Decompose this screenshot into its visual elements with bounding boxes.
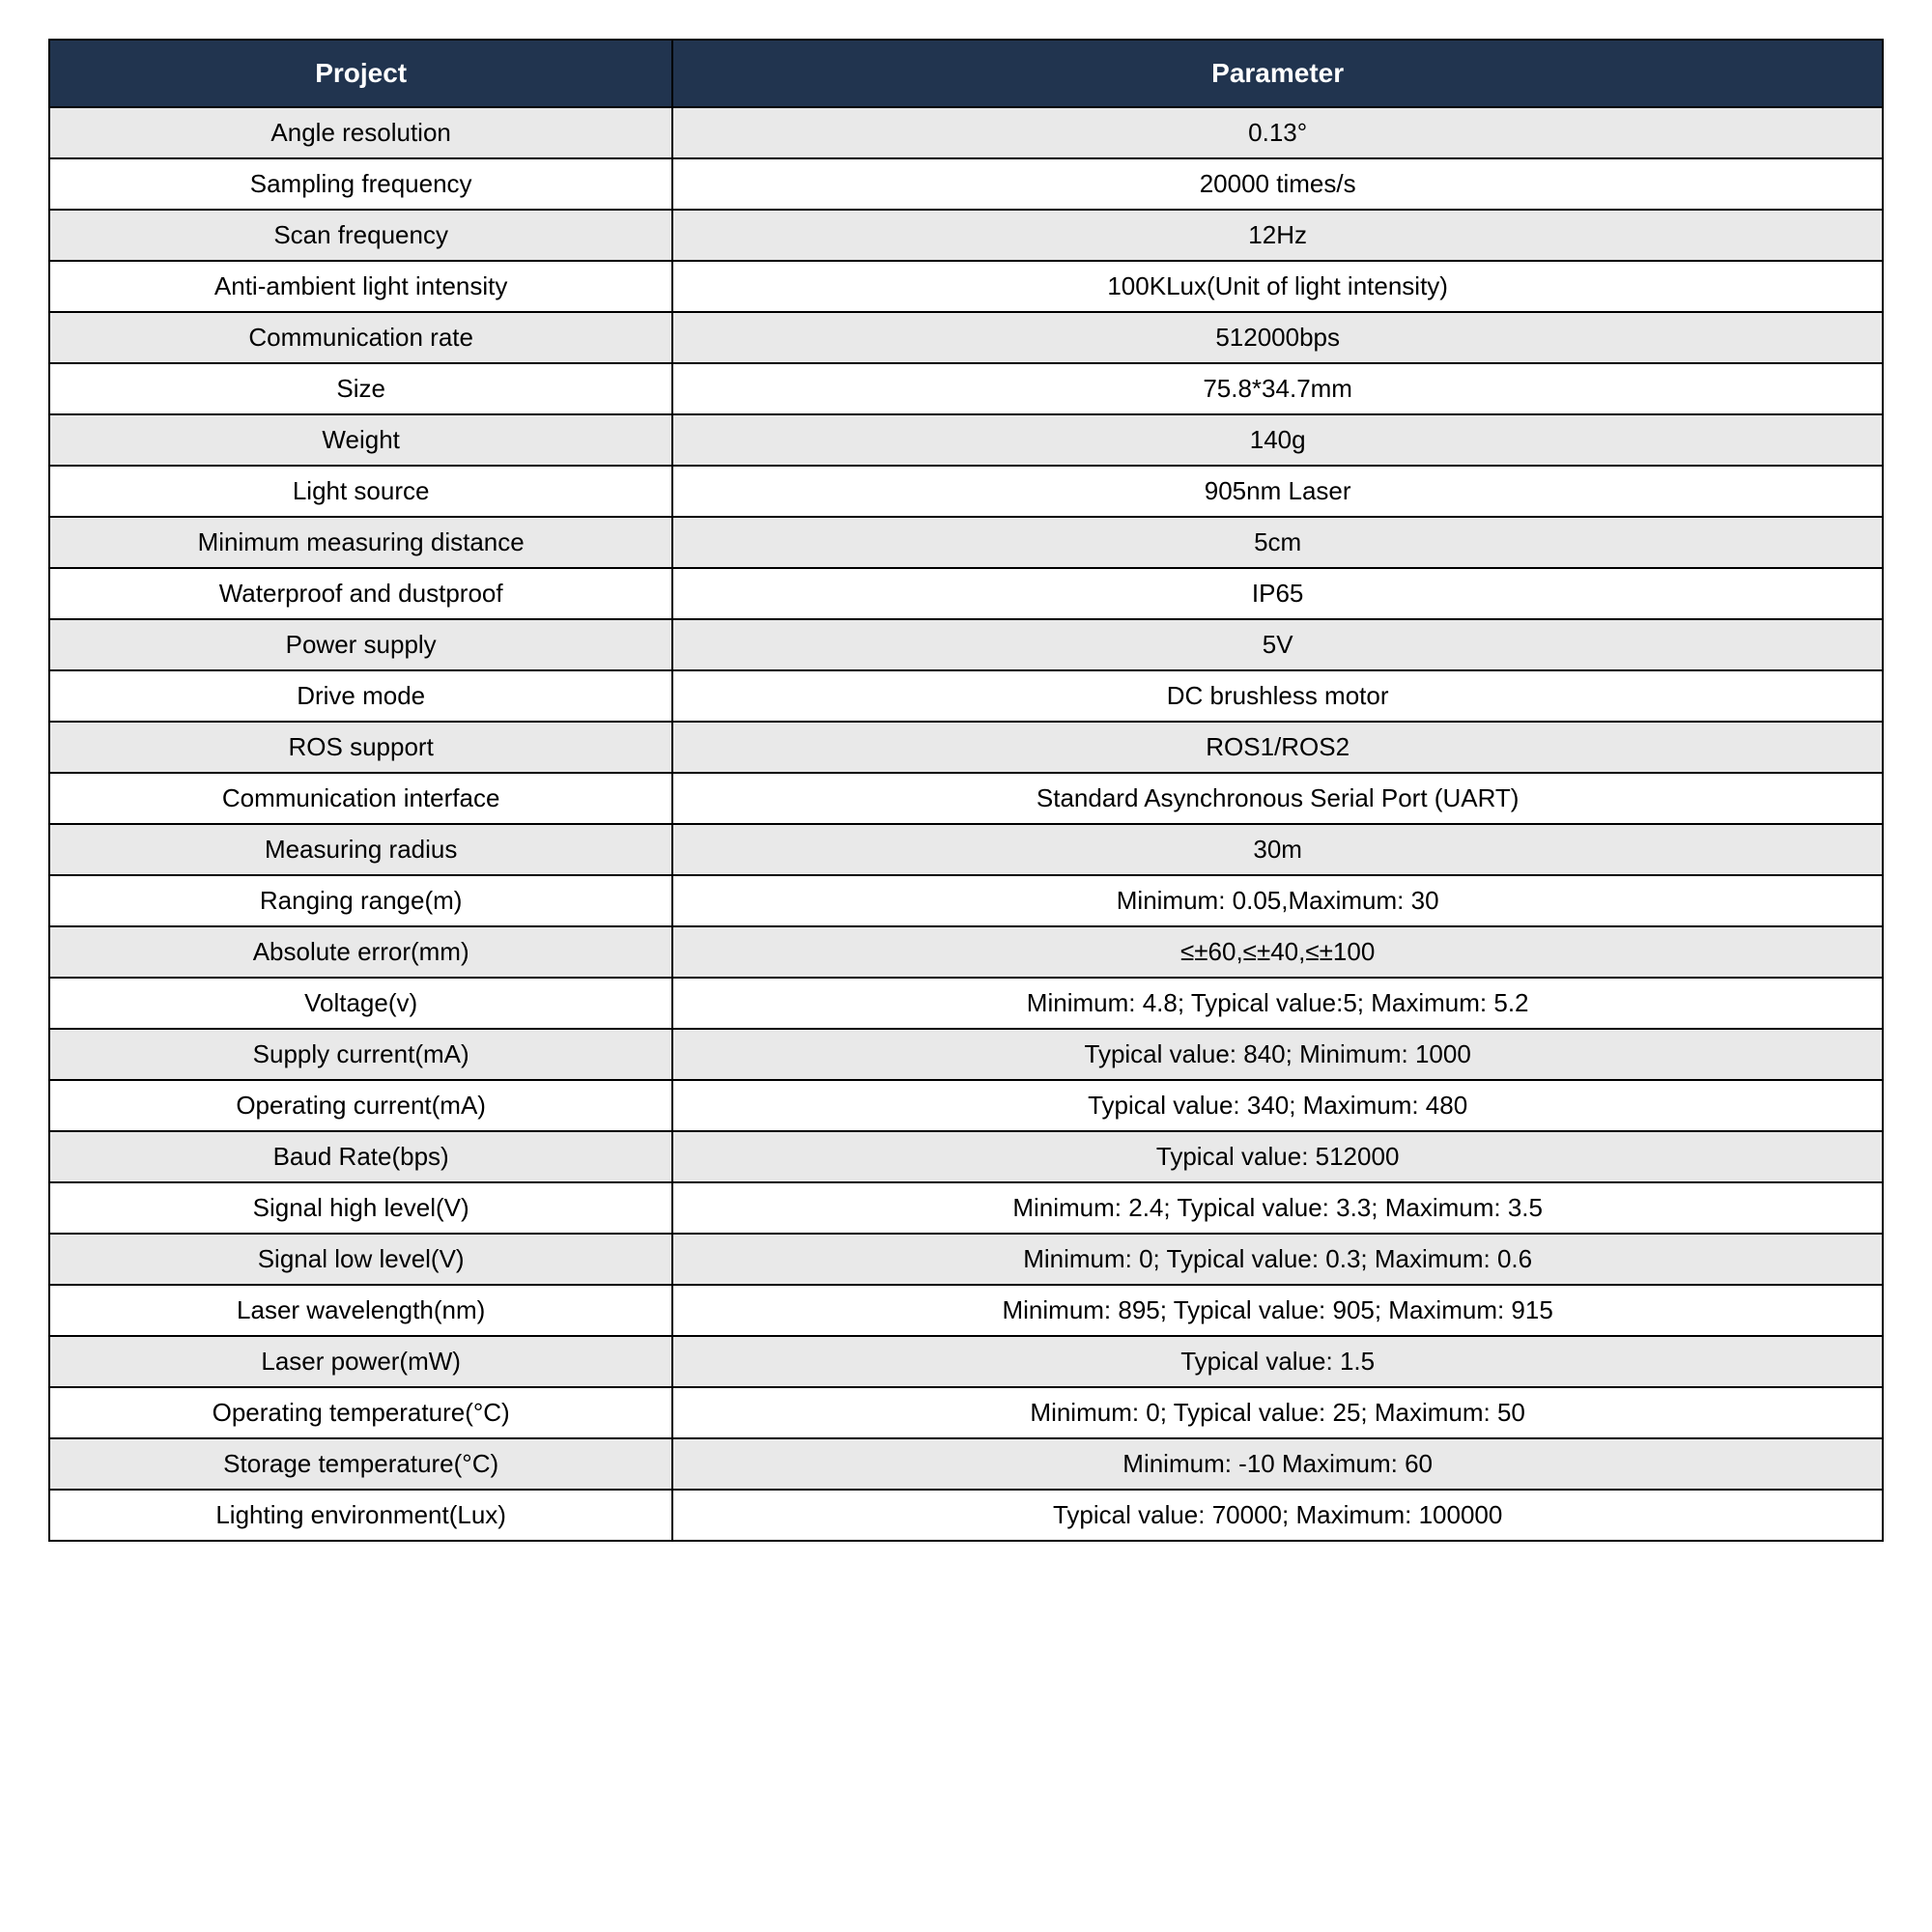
cell-parameter: Minimum: 2.4; Typical value: 3.3; Maximu…	[672, 1182, 1883, 1234]
cell-parameter: Typical value: 340; Maximum: 480	[672, 1080, 1883, 1131]
cell-project: Light source	[49, 466, 672, 517]
cell-parameter: Minimum: 0.05,Maximum: 30	[672, 875, 1883, 926]
cell-parameter: Minimum: -10 Maximum: 60	[672, 1438, 1883, 1490]
table-row: Operating temperature(°C)Minimum: 0; Typ…	[49, 1387, 1883, 1438]
header-parameter: Parameter	[672, 40, 1883, 107]
cell-parameter: DC brushless motor	[672, 670, 1883, 722]
cell-project: Sampling frequency	[49, 158, 672, 210]
table-row: Waterproof and dustproofIP65	[49, 568, 1883, 619]
cell-parameter: 5cm	[672, 517, 1883, 568]
cell-project: Operating temperature(°C)	[49, 1387, 672, 1438]
table-row: Minimum measuring distance5cm	[49, 517, 1883, 568]
table-row: Scan frequency12Hz	[49, 210, 1883, 261]
cell-parameter: ROS1/ROS2	[672, 722, 1883, 773]
table-body: Angle resolution0.13°Sampling frequency2…	[49, 107, 1883, 1541]
cell-project: Supply current(mA)	[49, 1029, 672, 1080]
table-row: Anti-ambient light intensity100KLux(Unit…	[49, 261, 1883, 312]
table-row: Light source905nm Laser	[49, 466, 1883, 517]
table-row: Operating current(mA)Typical value: 340;…	[49, 1080, 1883, 1131]
table-row: Signal low level(V)Minimum: 0; Typical v…	[49, 1234, 1883, 1285]
cell-project: Signal low level(V)	[49, 1234, 672, 1285]
cell-project: Laser wavelength(nm)	[49, 1285, 672, 1336]
cell-parameter: Typical value: 70000; Maximum: 100000	[672, 1490, 1883, 1541]
table-row: Voltage(v)Minimum: 4.8; Typical value:5;…	[49, 978, 1883, 1029]
cell-parameter: 140g	[672, 414, 1883, 466]
cell-project: Ranging range(m)	[49, 875, 672, 926]
table-row: Storage temperature(°C)Minimum: -10 Maxi…	[49, 1438, 1883, 1490]
cell-project: Drive mode	[49, 670, 672, 722]
cell-project: Signal high level(V)	[49, 1182, 672, 1234]
spec-table: Project Parameter Angle resolution0.13°S…	[48, 39, 1884, 1542]
cell-project: Lighting environment(Lux)	[49, 1490, 672, 1541]
cell-project: ROS support	[49, 722, 672, 773]
table-row: Ranging range(m)Minimum: 0.05,Maximum: 3…	[49, 875, 1883, 926]
cell-project: Laser power(mW)	[49, 1336, 672, 1387]
cell-parameter: Minimum: 0; Typical value: 25; Maximum: …	[672, 1387, 1883, 1438]
table-row: Communication interfaceStandard Asynchro…	[49, 773, 1883, 824]
table-row: Weight140g	[49, 414, 1883, 466]
cell-parameter: Minimum: 4.8; Typical value:5; Maximum: …	[672, 978, 1883, 1029]
cell-parameter: 12Hz	[672, 210, 1883, 261]
cell-project: Storage temperature(°C)	[49, 1438, 672, 1490]
cell-project: Absolute error(mm)	[49, 926, 672, 978]
cell-parameter: 100KLux(Unit of light intensity)	[672, 261, 1883, 312]
cell-parameter: 512000bps	[672, 312, 1883, 363]
table-row: Laser wavelength(nm)Minimum: 895; Typica…	[49, 1285, 1883, 1336]
cell-project: Waterproof and dustproof	[49, 568, 672, 619]
table-row: Measuring radius30m	[49, 824, 1883, 875]
header-project: Project	[49, 40, 672, 107]
table-row: Laser power(mW)Typical value: 1.5	[49, 1336, 1883, 1387]
cell-project: Communication rate	[49, 312, 672, 363]
cell-parameter: Typical value: 840; Minimum: 1000	[672, 1029, 1883, 1080]
cell-project: Measuring radius	[49, 824, 672, 875]
cell-project: Size	[49, 363, 672, 414]
cell-parameter: Minimum: 895; Typical value: 905; Maximu…	[672, 1285, 1883, 1336]
cell-parameter: 5V	[672, 619, 1883, 670]
cell-parameter: IP65	[672, 568, 1883, 619]
cell-parameter: Typical value: 1.5	[672, 1336, 1883, 1387]
cell-parameter: Typical value: 512000	[672, 1131, 1883, 1182]
cell-project: Baud Rate(bps)	[49, 1131, 672, 1182]
table-row: Sampling frequency20000 times/s	[49, 158, 1883, 210]
cell-parameter: 75.8*34.7mm	[672, 363, 1883, 414]
cell-parameter: ≤±60,≤±40,≤±100	[672, 926, 1883, 978]
table-row: Lighting environment(Lux)Typical value: …	[49, 1490, 1883, 1541]
cell-project: Scan frequency	[49, 210, 672, 261]
cell-project: Angle resolution	[49, 107, 672, 158]
table-row: Communication rate512000bps	[49, 312, 1883, 363]
table-row: Signal high level(V)Minimum: 2.4; Typica…	[49, 1182, 1883, 1234]
table-row: Absolute error(mm)≤±60,≤±40,≤±100	[49, 926, 1883, 978]
cell-parameter: 0.13°	[672, 107, 1883, 158]
table-row: Power supply5V	[49, 619, 1883, 670]
cell-parameter: Standard Asynchronous Serial Port (UART)	[672, 773, 1883, 824]
table-row: Supply current(mA)Typical value: 840; Mi…	[49, 1029, 1883, 1080]
cell-project: Minimum measuring distance	[49, 517, 672, 568]
cell-project: Communication interface	[49, 773, 672, 824]
cell-project: Voltage(v)	[49, 978, 672, 1029]
cell-project: Weight	[49, 414, 672, 466]
cell-parameter: 905nm Laser	[672, 466, 1883, 517]
cell-project: Power supply	[49, 619, 672, 670]
table-row: Baud Rate(bps)Typical value: 512000	[49, 1131, 1883, 1182]
table-header-row: Project Parameter	[49, 40, 1883, 107]
cell-parameter: Minimum: 0; Typical value: 0.3; Maximum:…	[672, 1234, 1883, 1285]
table-row: ROS supportROS1/ROS2	[49, 722, 1883, 773]
cell-project: Anti-ambient light intensity	[49, 261, 672, 312]
cell-parameter: 30m	[672, 824, 1883, 875]
cell-project: Operating current(mA)	[49, 1080, 672, 1131]
table-row: Drive modeDC brushless motor	[49, 670, 1883, 722]
table-row: Angle resolution0.13°	[49, 107, 1883, 158]
cell-parameter: 20000 times/s	[672, 158, 1883, 210]
table-row: Size75.8*34.7mm	[49, 363, 1883, 414]
